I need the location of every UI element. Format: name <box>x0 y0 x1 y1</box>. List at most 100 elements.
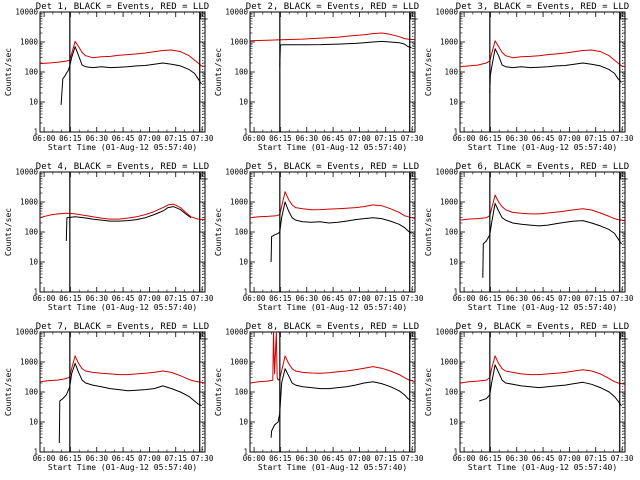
x-tick-label: 06:00 <box>453 134 476 143</box>
y-tick-label: 10 <box>29 98 39 107</box>
series-lld <box>40 203 205 221</box>
panel-frame <box>249 171 416 293</box>
x-axis-label: Start Time (01-Aug-12 05:57:40) <box>468 463 617 472</box>
series-group <box>460 40 625 94</box>
x-tick-label: 06:30 <box>295 294 318 303</box>
bracket-marker <box>200 173 208 180</box>
x-tick-label: 06:45 <box>532 294 555 303</box>
y-tick-label: 100 <box>444 228 458 237</box>
x-tick-label: 06:00 <box>33 294 56 303</box>
x-tick-label: 07:30 <box>611 454 634 463</box>
x-axis-label: Start Time (01-Aug-12 05:57:40) <box>48 303 197 312</box>
y-tick-label: 100 <box>24 68 38 77</box>
panel-frame <box>249 11 416 133</box>
panel-title: Det 3, BLACK = Events, RED = LLD <box>456 2 629 12</box>
panel-frame <box>459 11 626 133</box>
x-tick-label: 07:00 <box>138 454 161 463</box>
series-group <box>250 332 415 438</box>
y-tick-label: 1 <box>33 448 38 457</box>
x-axis-label: Start Time (01-Aug-12 05:57:40) <box>468 303 617 312</box>
series-group <box>460 355 625 406</box>
x-tick-label: 06:15 <box>269 134 292 143</box>
x-tick-label: 07:30 <box>191 454 214 463</box>
y-tick-label: 10000 <box>15 328 38 337</box>
series-group <box>250 191 415 263</box>
y-axis-label: Counts/sec <box>4 48 13 96</box>
x-tick-label: 06:30 <box>295 454 318 463</box>
y-axis-label: Counts/sec <box>424 368 433 416</box>
panel-frame <box>39 11 206 133</box>
panel-frame <box>459 331 626 453</box>
x-tick-label: 06:15 <box>479 134 502 143</box>
x-tick-label: 06:45 <box>112 294 135 303</box>
y-tick-label: 10 <box>239 418 249 427</box>
series-events <box>270 201 412 263</box>
y-axis-label: Counts/sec <box>214 368 223 416</box>
x-tick-label: 07:00 <box>558 294 581 303</box>
x-tick-label: 06:00 <box>33 134 56 143</box>
series-lld <box>460 355 625 385</box>
x-tick-label: 07:15 <box>584 454 607 463</box>
y-tick-label: 100 <box>444 388 458 397</box>
panel-det-7: Det 7, BLACK = Events, RED = LLD 1 10 100 10… <box>4 322 214 472</box>
x-tick-label: 07:30 <box>611 294 634 303</box>
x-tick-label: 07:15 <box>374 134 397 143</box>
y-tick-label: 1 <box>33 128 38 137</box>
x-tick-label: 06:45 <box>322 294 345 303</box>
y-axis-label: Counts/sec <box>214 208 223 256</box>
panel-title: Det 7, BLACK = Events, RED = LLD <box>36 322 209 332</box>
x-tick-label: 06:30 <box>295 134 318 143</box>
series-events <box>489 48 622 94</box>
bracket-marker <box>410 333 418 340</box>
x-tick-label: 07:30 <box>401 454 424 463</box>
y-tick-label: 10000 <box>225 328 248 337</box>
x-tick-label: 06:00 <box>243 454 266 463</box>
y-tick-label: 1000 <box>230 38 249 47</box>
series-lld <box>40 40 205 68</box>
series-lld <box>250 32 415 42</box>
panel-det-4: Det 4, BLACK = Events, RED = LLD 1 10 100 10… <box>4 162 214 312</box>
x-tick-label: 06:30 <box>505 454 528 463</box>
panel-det-8: Det 8, BLACK = Events, RED = LLD 1 10 100 10… <box>214 322 424 472</box>
x-tick-label: 07:00 <box>138 294 161 303</box>
y-axis-label: Counts/sec <box>4 208 13 256</box>
x-tick-label: 06:45 <box>112 454 135 463</box>
x-tick-label: 06:45 <box>532 134 555 143</box>
panel-title: Det 6, BLACK = Events, RED = LLD <box>456 162 629 172</box>
y-tick-label: 1 <box>453 448 458 457</box>
x-tick-label: 07:00 <box>348 454 371 463</box>
x-tick-label: 07:30 <box>611 134 634 143</box>
y-tick-label: 1 <box>243 128 248 137</box>
series-lld <box>460 194 625 222</box>
y-tick-label: 10 <box>239 98 249 107</box>
y-tick-label: 1000 <box>230 198 249 207</box>
series-group <box>250 32 415 67</box>
y-axis-label: Counts/sec <box>4 368 13 416</box>
y-tick-label: 100 <box>234 68 248 77</box>
series-events <box>60 46 202 105</box>
x-tick-label: 06:15 <box>59 454 82 463</box>
bracket-marker <box>620 13 628 20</box>
x-tick-label: 07:00 <box>348 294 371 303</box>
series-events <box>279 40 412 67</box>
series-events <box>482 202 622 278</box>
y-tick-label: 10 <box>449 98 459 107</box>
x-tick-label: 06:00 <box>33 454 56 463</box>
series-lld <box>40 355 205 384</box>
y-tick-label: 10000 <box>15 8 38 17</box>
bracket-marker <box>410 173 418 180</box>
panel-title: Det 5, BLACK = Events, RED = LLD <box>246 162 419 172</box>
y-tick-label: 1 <box>243 448 248 457</box>
series-lld <box>250 332 415 384</box>
bracket-marker <box>620 333 628 340</box>
x-tick-label: 07:30 <box>191 134 214 143</box>
y-tick-label: 1 <box>243 288 248 297</box>
series-events <box>479 364 622 406</box>
panel-title: Det 1, BLACK = Events, RED = LLD <box>36 2 209 12</box>
x-tick-label: 06:15 <box>269 454 292 463</box>
x-tick-label: 07:15 <box>164 454 187 463</box>
panel-det-2: Det 2, BLACK = Events, RED = LLD 1 10 100 10… <box>214 2 424 152</box>
y-tick-label: 1000 <box>20 358 39 367</box>
y-tick-label: 100 <box>24 388 38 397</box>
